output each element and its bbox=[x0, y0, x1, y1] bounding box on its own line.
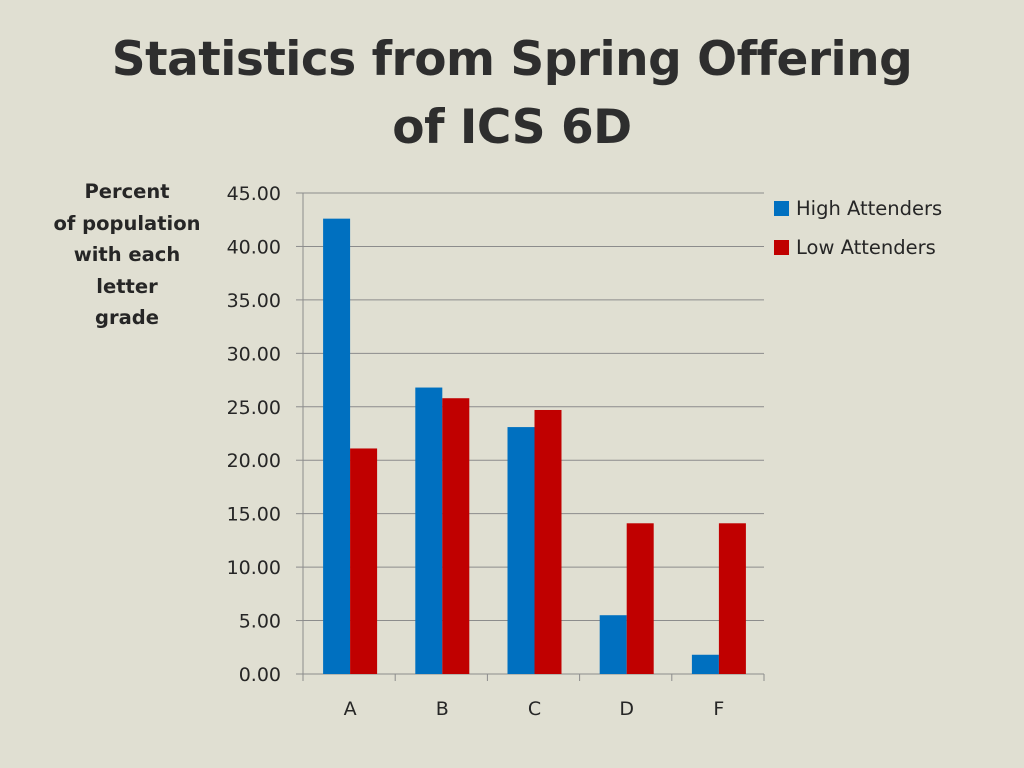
y-tick-label: 35.00 bbox=[227, 290, 281, 312]
x-category-label: B bbox=[436, 698, 449, 720]
y-tick-label: 40.00 bbox=[227, 236, 281, 258]
slide-title-line-2: of ICS 6D bbox=[392, 100, 632, 155]
y-tick-label: 25.00 bbox=[227, 397, 281, 419]
bar-high-attenders-b bbox=[415, 387, 443, 674]
bar-low-attenders-d bbox=[626, 523, 654, 674]
y-axis-label: Percent of population with each letter g… bbox=[50, 176, 204, 334]
y-tick-label: 20.00 bbox=[227, 450, 281, 472]
y-tick-label: 15.00 bbox=[227, 504, 281, 526]
legend-label-high-attenders: High Attenders bbox=[796, 196, 943, 220]
bar-high-attenders-d bbox=[599, 615, 627, 674]
y-tick-label: 30.00 bbox=[227, 343, 281, 365]
y-tick-label: 5.00 bbox=[239, 611, 281, 633]
bar-high-attenders-c bbox=[507, 427, 535, 674]
chart-legend: High Attenders Low Attenders bbox=[774, 195, 942, 273]
x-category-label: D bbox=[619, 698, 634, 720]
slide-title: Statistics from Spring Offering of ICS 6… bbox=[62, 26, 962, 162]
y-axis-label-line-2: of population bbox=[53, 211, 201, 235]
y-axis-label-line-5: grade bbox=[95, 306, 159, 329]
x-category-label: A bbox=[344, 698, 357, 720]
y-axis-label-line-1: Percent bbox=[84, 180, 170, 203]
legend-item-low-attenders: Low Attenders bbox=[774, 234, 942, 260]
x-category-label: F bbox=[713, 698, 724, 720]
x-category-label: C bbox=[528, 698, 541, 720]
slide-title-line-1: Statistics from Spring Offering bbox=[111, 32, 913, 87]
bar-low-attenders-a bbox=[350, 448, 378, 674]
y-axis-label-line-3: with each bbox=[73, 243, 181, 266]
y-tick-label: 45.00 bbox=[227, 183, 281, 205]
y-tick-label: 0.00 bbox=[239, 664, 281, 686]
bar-low-attenders-f bbox=[718, 523, 746, 674]
legend-swatch-low-attenders bbox=[774, 239, 789, 255]
legend-item-high-attenders: High Attenders bbox=[774, 195, 942, 221]
legend-label-low-attenders: Low Attenders bbox=[796, 235, 936, 259]
bar-high-attenders-f bbox=[691, 654, 719, 674]
bar-low-attenders-b bbox=[442, 398, 470, 674]
bar-low-attenders-c bbox=[534, 409, 562, 674]
bar-high-attenders-a bbox=[323, 218, 351, 675]
legend-swatch-high-attenders bbox=[774, 200, 789, 216]
y-axis-label-line-4: letter bbox=[96, 274, 158, 298]
y-tick-label: 10.00 bbox=[227, 557, 281, 579]
